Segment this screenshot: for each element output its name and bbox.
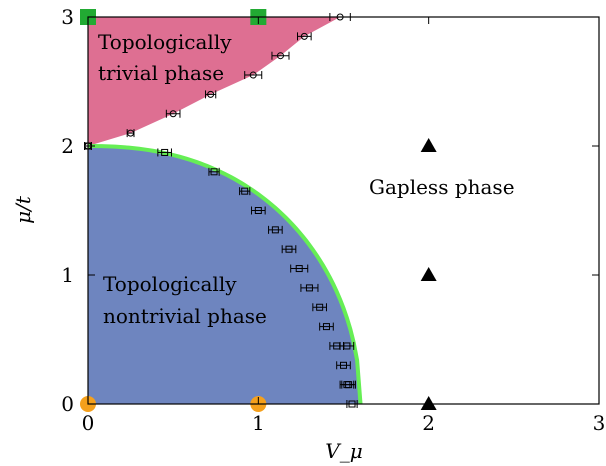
black-triangle-marker	[420, 138, 437, 152]
nontrivial-boundary-point	[281, 245, 297, 254]
x-tick-label: 3	[593, 411, 606, 435]
nontrivial-boundary-point	[341, 380, 356, 389]
square-marker	[316, 303, 324, 311]
nontrivial-boundary-point	[208, 167, 220, 176]
circle-marker	[276, 52, 284, 60]
trivial-boundary-point	[297, 32, 312, 41]
circle-marker	[127, 129, 135, 137]
y-tick-label: 3	[61, 5, 74, 29]
region-label-trivial-line2: trivial phase	[98, 61, 224, 85]
square-marker	[305, 284, 313, 292]
nontrivial-boundary-point	[312, 303, 327, 312]
trivial-boundary-point	[244, 71, 263, 80]
square-marker	[285, 245, 293, 253]
region-label-gapless: Gapless phase	[369, 175, 515, 199]
region-label-nontrivial-line1: Topologically	[103, 272, 237, 296]
nontrivial-boundary-point	[339, 341, 355, 350]
nontrivial-boundary-point	[239, 187, 251, 196]
trivial-boundary-point	[271, 51, 290, 60]
tick-labels: 0 1 2 3 0 1 2 3	[61, 5, 605, 435]
y-tick-label: 0	[61, 392, 74, 416]
square-marker	[210, 168, 218, 176]
nontrivial-boundary-point	[290, 264, 309, 273]
trivial-boundary-point	[205, 90, 217, 99]
square-marker	[322, 323, 330, 331]
square-marker	[343, 342, 351, 350]
analytic-curve-line	[87, 144, 363, 405]
trivial-boundary-point	[165, 109, 181, 118]
square-marker	[271, 226, 279, 234]
x-axis-label: V_μ	[325, 439, 362, 463]
nontrivial-boundary-point	[157, 148, 172, 157]
nontrivial-boundary-point	[319, 322, 334, 331]
region-label-trivial-line1: Topologically	[98, 30, 232, 54]
circle-marker	[249, 71, 257, 79]
square-marker	[345, 381, 353, 389]
y-tick-label: 2	[61, 134, 74, 158]
x-tick-label: 1	[252, 411, 265, 435]
region-label-nontrivial-line2: nontrivial phase	[103, 304, 267, 328]
square-marker	[340, 361, 347, 369]
circle-marker	[300, 32, 308, 40]
trivial-phase-region	[88, 17, 341, 146]
trivial-boundary-point	[126, 129, 135, 138]
square-marker	[161, 148, 169, 156]
nontrivial-boundary-point	[336, 361, 351, 370]
square-marker	[295, 265, 303, 273]
axes-frame	[87, 16, 600, 405]
analytic-boundary-curve	[87, 144, 363, 405]
y-axis-label: μ/t	[11, 195, 35, 224]
nontrivial-phase-region	[88, 146, 361, 404]
x-tick-label: 2	[422, 411, 435, 435]
black-triangle-marker	[420, 267, 437, 281]
nontrivial-boundary-point	[268, 225, 283, 234]
circle-marker	[169, 110, 177, 118]
x-tick-label: 0	[82, 411, 95, 435]
nontrivial-boundary-point	[251, 206, 266, 215]
nontrivial-boundary-point	[300, 283, 319, 292]
circle-marker	[207, 90, 215, 98]
square-marker	[241, 187, 249, 195]
phase-regions	[88, 17, 361, 404]
plot-frame	[87, 16, 600, 405]
square-marker	[254, 207, 262, 214]
y-tick-label: 1	[61, 263, 74, 287]
